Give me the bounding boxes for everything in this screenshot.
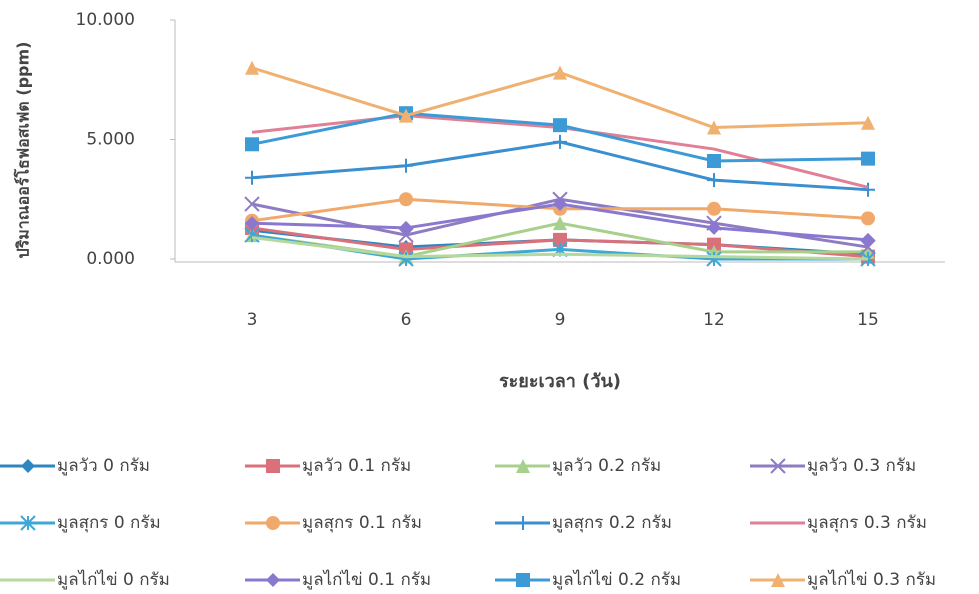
data-point — [245, 60, 259, 75]
legend-marker — [266, 573, 280, 587]
data-point — [707, 220, 721, 235]
legend-marker — [266, 516, 280, 530]
data-point — [553, 118, 567, 133]
x-tick-label: 6 — [401, 310, 412, 330]
data-point — [553, 216, 567, 231]
data-point — [398, 227, 414, 243]
data-point — [861, 151, 875, 166]
legend-label: มูลวัว 0.1 กรัม — [302, 456, 411, 476]
data-point — [861, 211, 875, 226]
y-tick-label: 10.000 — [76, 10, 135, 30]
data-point — [861, 182, 875, 197]
data-point — [707, 154, 721, 169]
legend-label: มูลไก่ไข่ 0.2 กรัม — [552, 569, 681, 590]
data-point — [707, 173, 721, 188]
legend-label: มูลไก่ไข่ 0 กรัม — [57, 569, 170, 590]
data-point — [553, 65, 567, 80]
legend-label: มูลไก่ไข่ 0.3 กรัม — [807, 569, 936, 590]
data-point — [707, 237, 721, 252]
data-point — [245, 216, 259, 231]
data-point — [399, 242, 413, 257]
data-point — [706, 251, 722, 267]
legend-marker — [771, 573, 785, 587]
data-point — [399, 158, 413, 173]
legend-marker — [770, 458, 786, 474]
legend-marker — [21, 459, 35, 473]
legend-label: มูลสุกร 0.3 กรัม — [807, 513, 927, 533]
x-tick-label: 12 — [703, 310, 725, 330]
data-point — [707, 120, 721, 135]
legend-label: มูลสุกร 0.2 กรัม — [552, 513, 672, 533]
y-tick-label: 0.000 — [86, 249, 135, 269]
legend-marker — [20, 515, 36, 531]
legend-label: มูลวัว 0.2 กรัม — [552, 456, 661, 476]
data-point — [244, 227, 260, 243]
data-point — [861, 115, 875, 130]
data-point — [553, 197, 567, 212]
series-line — [251, 236, 869, 261]
legend-marker — [516, 516, 530, 530]
y-axis-title: ปริมาณออร์โธฟอสเฟต (ppm) — [13, 42, 33, 259]
legend-label: มูลสุกร 0 กรัม — [57, 513, 161, 533]
legend-label: มูลวัว 0.3 กรัม — [807, 456, 916, 476]
x-tick-label: 9 — [555, 310, 566, 330]
legend-label: มูลสุกร 0.1 กรัม — [302, 513, 422, 533]
legend-marker — [516, 459, 530, 473]
data-point — [860, 239, 876, 255]
y-tick-label: 5.000 — [86, 130, 135, 150]
data-point — [399, 220, 413, 235]
x-tick-label: 3 — [247, 310, 258, 330]
data-point — [398, 251, 414, 267]
data-point — [245, 170, 259, 185]
data-point — [244, 196, 260, 212]
legend-marker — [266, 459, 280, 473]
data-point — [861, 232, 875, 247]
data-point — [553, 232, 567, 247]
data-point — [707, 201, 721, 216]
legend-marker — [516, 573, 530, 587]
legend-label: มูลไก่ไข่ 0.1 กรัม — [302, 569, 431, 590]
x-axis-title: ระยะเวลา (วัน) — [499, 371, 621, 392]
data-point — [399, 108, 413, 123]
data-point — [245, 137, 259, 152]
x-tick-label: 15 — [857, 310, 879, 330]
data-point — [399, 192, 413, 207]
legend-label: มูลวัว 0 กรัม — [57, 456, 150, 476]
data-point — [553, 134, 567, 149]
